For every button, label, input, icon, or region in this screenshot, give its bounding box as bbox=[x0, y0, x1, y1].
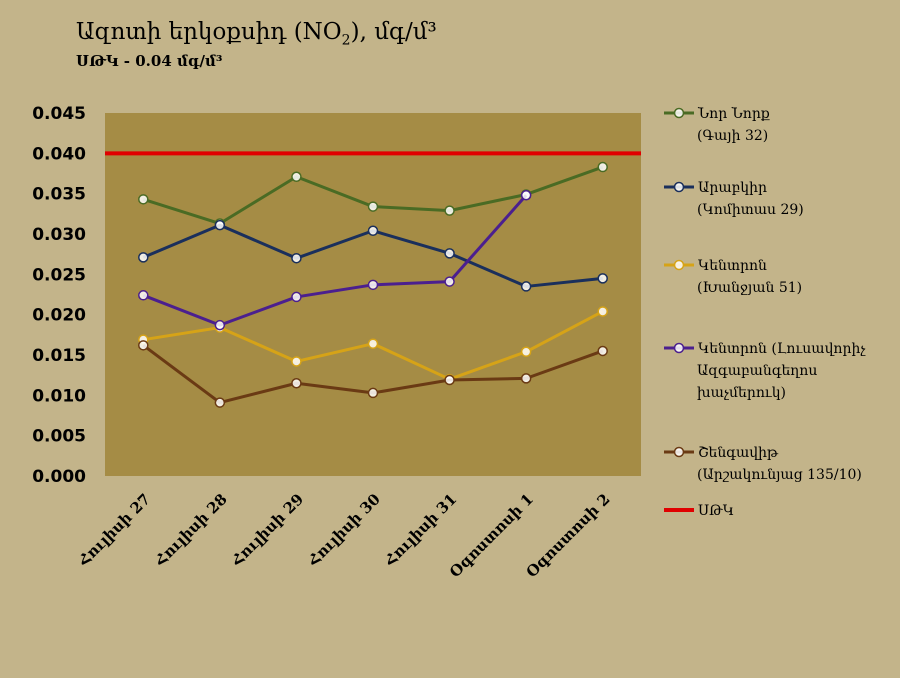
legend-label: (Խանջյան 51) bbox=[697, 280, 802, 296]
data-point bbox=[444, 276, 455, 287]
data-point bbox=[214, 219, 226, 231]
x-tick-label: Հուլիսի 29 bbox=[227, 490, 307, 570]
chart-title: Ազոտի երկօքսիդ (NO2), մգ/մ³ bbox=[76, 18, 437, 55]
data-point bbox=[444, 248, 455, 259]
legend-item: Շենգավիթ (Արշակունյաց 135/10) bbox=[664, 445, 862, 483]
data-point bbox=[444, 205, 455, 216]
legend-label: Ազգաբանգեղոս bbox=[697, 363, 817, 379]
legend-item: Արաբկիր (Կոմիտաս 29) bbox=[664, 180, 804, 218]
legend-item: Կենտրոն (Լուսավորիչ Ազգաբանգեղոս խաչմերուկ… bbox=[664, 341, 866, 401]
data-point bbox=[291, 356, 302, 367]
data-point bbox=[597, 273, 608, 284]
data-point bbox=[367, 225, 379, 237]
y-tick-label: 0.020 bbox=[32, 306, 86, 326]
data-point bbox=[520, 190, 532, 201]
y-tick-label: 0.025 bbox=[32, 265, 86, 285]
data-point bbox=[214, 319, 226, 331]
legend-label: ՍԹԿ bbox=[698, 503, 734, 519]
y-tick-label: 0.015 bbox=[32, 346, 86, 366]
y-tick-label: 0.005 bbox=[32, 427, 86, 447]
legend-item: Կենտրոն (Խանջյան 51) bbox=[664, 258, 802, 296]
data-point bbox=[520, 281, 532, 292]
data-point bbox=[367, 387, 379, 399]
y-tick-label: 0.010 bbox=[32, 386, 86, 406]
series-4 bbox=[138, 190, 532, 331]
data-point bbox=[291, 252, 302, 264]
series-5 bbox=[138, 340, 608, 408]
data-point bbox=[138, 290, 149, 301]
legend-marker bbox=[673, 259, 685, 271]
data-point bbox=[520, 346, 532, 358]
chart-title-main: Ազոտի երկօքսիդ (NO bbox=[76, 19, 342, 45]
data-point bbox=[597, 345, 608, 357]
data-point bbox=[444, 374, 455, 386]
data-point bbox=[214, 397, 226, 408]
legend-label: Արաբկիր bbox=[698, 180, 767, 196]
data-point bbox=[597, 161, 608, 173]
x-tick-label: Հուլիսի 30 bbox=[304, 490, 384, 570]
legend-label: Կենտրոն bbox=[698, 258, 767, 274]
y-axis: 0.000 0.005 0.010 0.015 0.020 0.025 0.030 0.035… bbox=[32, 104, 86, 487]
data-point bbox=[138, 340, 149, 351]
data-point bbox=[367, 201, 379, 212]
data-point bbox=[597, 306, 608, 317]
y-tick-label: 0.000 bbox=[32, 467, 86, 487]
legend-marker bbox=[673, 107, 685, 119]
y-tick-label: 0.045 bbox=[32, 104, 86, 124]
legend-marker bbox=[673, 181, 685, 193]
x-tick-label: Օգոստոսի 2 bbox=[523, 490, 614, 581]
chart-title-subscript: 2 bbox=[341, 32, 351, 49]
data-point bbox=[291, 291, 302, 303]
legend-marker bbox=[673, 342, 685, 354]
legend-marker bbox=[673, 446, 685, 458]
x-tick-label: Հուլիսի 31 bbox=[380, 490, 460, 570]
data-point bbox=[367, 279, 379, 291]
legend-label: Կենտրոն (Լուսավորիչ bbox=[698, 341, 866, 357]
series-2 bbox=[138, 219, 608, 292]
x-tick-label: Հուլիսի 28 bbox=[151, 490, 231, 570]
data-point bbox=[520, 373, 532, 384]
y-tick-label: 0.040 bbox=[32, 144, 86, 164]
data-point bbox=[291, 377, 302, 389]
legend-label: Շենգավիթ bbox=[698, 445, 779, 461]
legend-label: (Արշակունյաց 135/10) bbox=[697, 467, 862, 483]
legend-item: Նոր Նորք (Գայի 32) bbox=[664, 106, 770, 144]
chart-title-tail: ), մգ/մ³ bbox=[350, 19, 437, 45]
data-point bbox=[291, 171, 302, 182]
legend-item-threshold: ՍԹԿ bbox=[664, 503, 734, 519]
legend-label: (Գայի 32) bbox=[697, 128, 768, 144]
legend-label: խաչմերուկ) bbox=[697, 385, 786, 401]
legend-label: Նոր Նորք bbox=[697, 106, 770, 122]
y-tick-label: 0.035 bbox=[32, 185, 86, 205]
series-lines bbox=[138, 161, 608, 408]
x-tick-label: Հուլիսի 27 bbox=[74, 490, 154, 570]
data-point bbox=[367, 338, 379, 349]
legend: Նոր Նորք (Գայի 32) Արաբկիր (Կոմիտաս 29) Կենտ… bbox=[664, 106, 866, 519]
plot-area bbox=[105, 113, 641, 476]
y-tick-label: 0.030 bbox=[32, 225, 86, 245]
legend-label: (Կոմիտաս 29) bbox=[697, 202, 804, 218]
series-line bbox=[142, 194, 528, 327]
data-point bbox=[138, 252, 149, 263]
chart-subtitle: ՍԹԿ - 0.04 մգ/մ³ bbox=[76, 52, 223, 70]
data-point bbox=[138, 194, 149, 205]
